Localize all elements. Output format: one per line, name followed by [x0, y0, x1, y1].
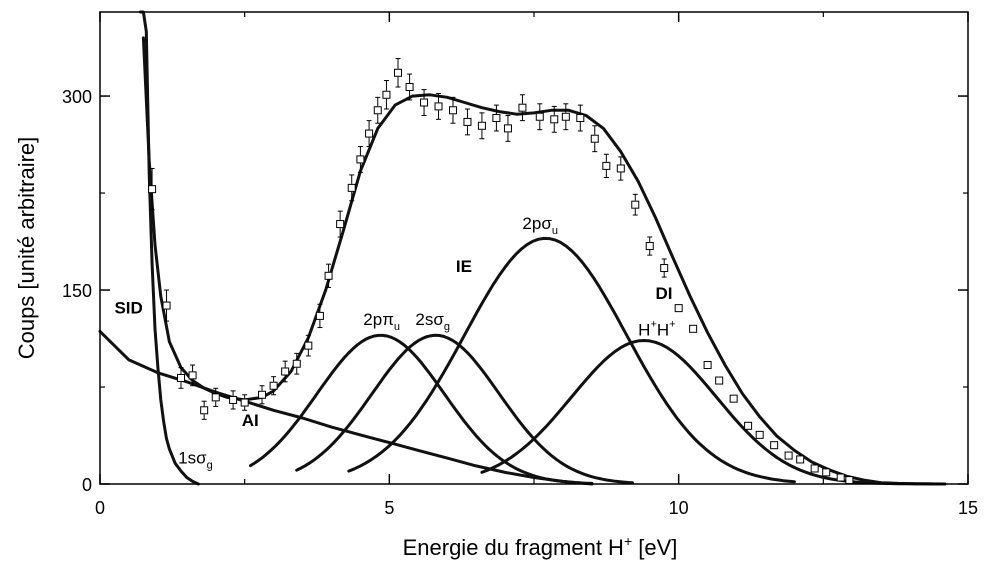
data-point — [518, 103, 527, 112]
data-point — [660, 264, 669, 273]
data-point — [755, 430, 764, 439]
data-point — [200, 406, 209, 415]
region-label-sid: SID — [114, 298, 142, 317]
data-point — [703, 361, 712, 370]
data-point — [394, 68, 403, 77]
x-axis-label: Energie du fragment H+ [eV] — [403, 533, 678, 560]
y-tick-label: 0 — [82, 475, 92, 495]
data-point — [258, 390, 267, 399]
region-label-di: DI — [656, 284, 673, 303]
data-point — [188, 371, 197, 380]
data-point — [535, 112, 544, 121]
data-point — [382, 90, 391, 99]
points-layer — [148, 58, 854, 485]
data-point — [356, 155, 365, 164]
data-point — [550, 115, 559, 124]
component-label-2: 2sσg — [415, 310, 450, 333]
data-point — [796, 455, 805, 464]
x-tick-label: 0 — [95, 498, 105, 518]
fit-layer — [98, 10, 947, 486]
data-point — [315, 311, 324, 320]
data-point — [616, 164, 625, 173]
data-point — [148, 185, 157, 194]
data-point — [729, 394, 738, 403]
data-point — [744, 421, 753, 430]
data-point — [162, 301, 171, 310]
data-point — [810, 464, 819, 473]
component-label-4: H+H+ — [638, 318, 675, 339]
data-point — [269, 381, 278, 390]
y-tick-label: 300 — [62, 87, 92, 107]
data-point — [845, 476, 854, 485]
data-point — [420, 98, 429, 107]
data-point — [822, 468, 831, 477]
data-point — [561, 112, 570, 121]
x-tick-label: 10 — [669, 498, 689, 518]
x-tick-label: 15 — [958, 498, 978, 518]
data-point — [576, 114, 585, 123]
data-point — [689, 324, 698, 333]
component-curve-1 — [249, 333, 594, 485]
data-point — [324, 271, 333, 280]
region-label-ai: AI — [242, 411, 259, 430]
data-point — [477, 121, 486, 130]
data-point — [405, 83, 414, 92]
y-tick-label: 150 — [62, 281, 92, 301]
component-curve-2 — [295, 333, 634, 485]
data-point — [503, 124, 512, 133]
y-axis-label: Coups [unité arbitraire] — [14, 137, 39, 360]
data-point — [365, 129, 374, 138]
component-label-0: 1sσg — [178, 448, 213, 471]
data-point — [292, 359, 301, 368]
data-point — [784, 451, 793, 460]
x-tick-label: 5 — [384, 498, 394, 518]
x-axis-label-unit: [eV] — [638, 535, 677, 560]
component-curve-3 — [347, 236, 796, 484]
data-point — [631, 200, 640, 209]
data-point — [336, 220, 345, 229]
component-label-1: 2pπu — [363, 310, 400, 333]
plot-frame — [99, 11, 969, 485]
data-point — [281, 367, 290, 376]
x-axis-label-sup: + — [624, 533, 632, 549]
total-fit-curve — [141, 36, 947, 486]
data-point — [211, 393, 220, 402]
data-point — [177, 373, 186, 382]
region-label-ie: IE — [456, 257, 472, 276]
data-point — [229, 395, 238, 404]
data-point — [492, 114, 501, 123]
data-point — [240, 398, 249, 407]
data-point — [434, 102, 443, 111]
component-curve-4 — [480, 339, 947, 486]
component-label-3: 2pσu — [522, 214, 558, 237]
data-point — [770, 441, 779, 450]
data-point — [674, 304, 683, 313]
data-point — [347, 183, 356, 192]
x-axis-label-main: Energie du fragment H — [403, 535, 624, 560]
labels-layer: SID AI IE DI 1sσg 2pπu 2sσg 2pσu H+H+ — [114, 214, 675, 471]
data-point — [836, 473, 845, 482]
data-point — [304, 341, 313, 350]
data-point — [715, 376, 724, 385]
data-point — [645, 242, 654, 251]
data-point — [373, 106, 382, 115]
data-point — [590, 134, 599, 143]
component-curve-0 — [139, 10, 200, 486]
data-point — [448, 106, 457, 115]
data-point — [463, 117, 472, 126]
data-point — [602, 161, 611, 170]
